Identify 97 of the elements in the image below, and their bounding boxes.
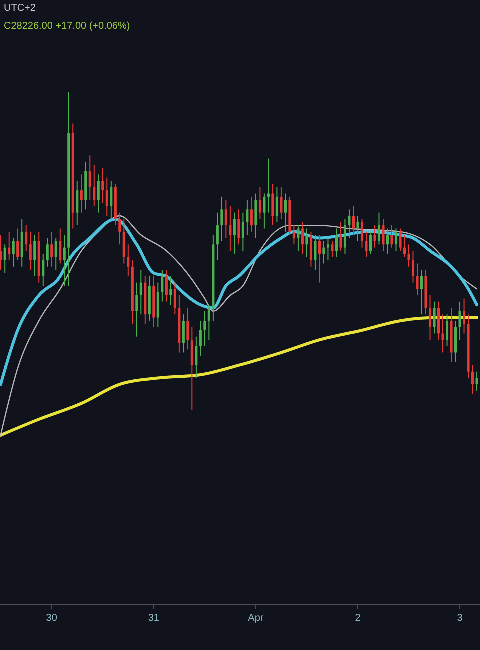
candlestick [433, 301, 436, 334]
candlestick [93, 164, 96, 207]
candlestick [326, 238, 330, 262]
candlestick [16, 228, 20, 262]
candlestick [63, 234, 66, 286]
candlestick [195, 336, 198, 379]
candlestick [208, 304, 210, 341]
candlestick [204, 310, 206, 347]
candlestick [258, 186, 262, 220]
candlestick [110, 180, 113, 220]
x-tick-label: Apr [248, 613, 264, 624]
candlestick [340, 222, 342, 252]
candlestick [224, 200, 228, 239]
candlestick [0, 234, 2, 271]
candlestick [216, 212, 219, 262]
candlestick [220, 196, 224, 242]
candlestick [272, 184, 274, 226]
candlestick [416, 263, 419, 296]
candlestick [29, 231, 32, 271]
candlestick [8, 231, 11, 262]
x-tick-label: 30 [46, 613, 58, 624]
candlestick [182, 314, 185, 354]
candlestick [360, 218, 364, 248]
candlestick [403, 234, 406, 258]
candlestick [42, 254, 45, 286]
text: C28226.00 +17.00 (+0.06%) [4, 21, 130, 32]
candlestick [348, 209, 351, 239]
x-tick-label: 3 [457, 613, 464, 624]
candlestick [280, 186, 283, 220]
candlestick [263, 193, 266, 230]
candlestick [102, 168, 104, 204]
candlestick [476, 371, 478, 392]
candlestick [242, 212, 244, 252]
candlestick [246, 200, 249, 236]
candlestick [76, 180, 79, 226]
candlestick [446, 314, 449, 347]
candlestick [344, 218, 346, 255]
candlestick [386, 228, 390, 255]
candlestick [186, 308, 190, 350]
candlestick [276, 186, 278, 223]
x-tick-label: 2 [355, 613, 362, 624]
candlestick [352, 206, 356, 236]
candlestick [174, 282, 176, 316]
candlestick [408, 244, 410, 268]
candlestick [97, 174, 100, 214]
candlestick [140, 270, 142, 316]
candlestick [356, 216, 360, 242]
candlestick [292, 225, 296, 246]
text: UTC+2 [4, 3, 36, 14]
candlestick [458, 301, 462, 341]
candlestick [301, 222, 304, 255]
candlestick [233, 212, 236, 255]
candlestick [250, 196, 253, 232]
candlestick [25, 225, 28, 252]
candlestick [322, 240, 326, 264]
candlestick [34, 234, 36, 277]
candlestick [238, 209, 240, 246]
candlestick [420, 270, 424, 316]
candlestick [399, 228, 402, 252]
candlestick [170, 276, 172, 306]
candlestick [412, 250, 415, 284]
candlestick [378, 212, 381, 246]
candlestick [442, 314, 444, 354]
candlestick [4, 244, 6, 274]
candlestick [46, 238, 49, 268]
candlestick [374, 225, 376, 248]
candlestick [471, 364, 474, 395]
candlestick [314, 234, 317, 271]
candlestick [306, 228, 308, 258]
candlestick [54, 238, 58, 271]
candlestick [462, 298, 466, 334]
candlestick [267, 158, 270, 214]
candlestick [127, 244, 130, 277]
candlestick [382, 218, 385, 252]
candlestick [229, 206, 232, 252]
candlestick [106, 177, 108, 217]
candlestick [118, 212, 122, 246]
candlestick [365, 231, 368, 258]
candlestick [284, 193, 287, 232]
candlestick [59, 228, 62, 264]
candlestick [50, 231, 54, 268]
candlestick [394, 228, 398, 252]
candlestick [199, 320, 202, 356]
candlestick [12, 238, 15, 268]
x-tick-label: 31 [148, 613, 160, 624]
candlestick [136, 282, 138, 338]
candlestick [161, 270, 164, 302]
candlestick [80, 174, 83, 214]
candlestick [165, 270, 168, 302]
candlestick [318, 234, 321, 284]
candlestick [331, 240, 334, 258]
candlestick [297, 225, 300, 252]
candlestick [390, 225, 394, 248]
candlestick [88, 155, 92, 201]
candlestick [428, 295, 432, 341]
candlestick [335, 228, 338, 258]
candlestick [369, 231, 372, 255]
